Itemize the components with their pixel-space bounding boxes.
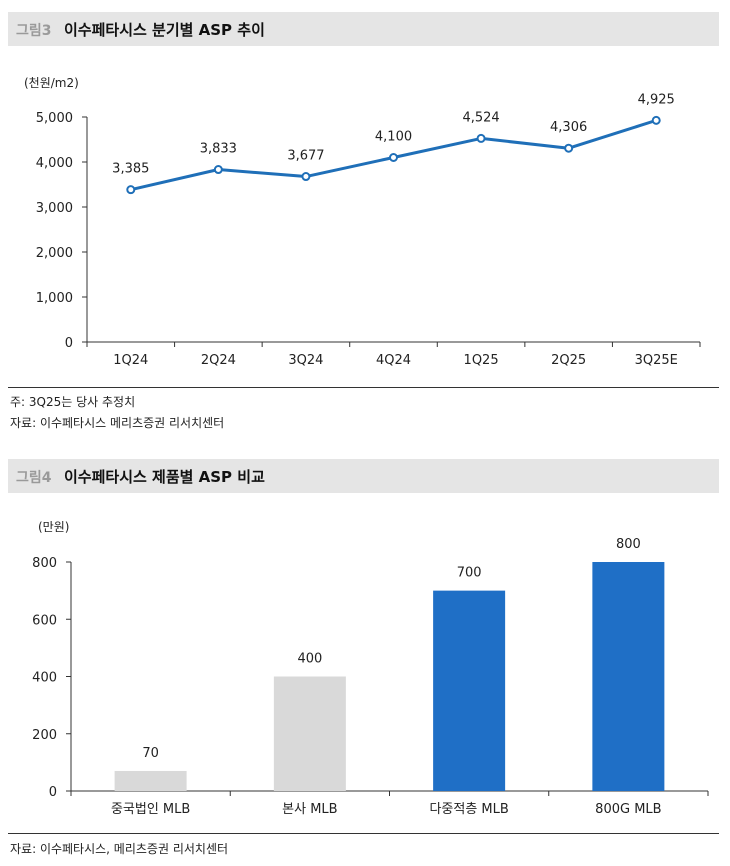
bar-chart-unit-label: (만원)	[38, 520, 69, 534]
quarterly-asp-line-chart: (천원/m2) 0 1,000 2,000 3,000 4,000 5,000 1Q24 2Q…	[24, 75, 701, 368]
bar-chart-value-label: 400	[297, 652, 322, 667]
bar-chart-y-tick-label: 400	[32, 671, 57, 686]
line-chart-x-tick-label: 1Q24	[113, 353, 148, 368]
bar-chart-bar	[114, 770, 187, 791]
line-chart-y-tick-label: 4,000	[36, 156, 73, 171]
figure4-header: 그림4 이수페타시스 제품별 ASP 비교	[8, 459, 719, 493]
line-chart-x-tick-label: 2Q25	[551, 353, 586, 368]
bar-chart-x-tick-label: 본사 MLB	[282, 802, 337, 817]
line-chart-y-tick-label: 3,000	[36, 201, 73, 216]
line-chart-point	[126, 185, 136, 195]
bar-chart-value-labels: 70 400 700 800	[142, 537, 640, 761]
bar-chart-x-tick-label: 다중적층 MLB	[429, 802, 508, 817]
line-chart-value-labels: 3,385 3,833 3,677 4,100 4,524 4,306 4,925	[112, 92, 675, 176]
figure3-title: 이수페타시스 분기별 ASP 추이	[64, 21, 265, 39]
bar-chart-value-label: 70	[142, 746, 159, 761]
figure4-source: 자료: 이수페타시스, 메리츠증권 리서치센터	[10, 842, 229, 856]
bar-chart-x-tick-label: 800G MLB	[595, 802, 661, 817]
line-chart-point	[213, 165, 223, 175]
bar-chart-y-tick-label: 0	[49, 785, 57, 800]
line-chart-value-label: 3,833	[200, 142, 237, 157]
line-chart-x-tick-label: 1Q25	[464, 353, 499, 368]
bar-chart-bars	[114, 562, 665, 791]
line-chart-value-label: 4,524	[462, 110, 499, 125]
line-chart-x-tick-label: 3Q24	[288, 353, 323, 368]
line-chart-point	[389, 153, 398, 162]
line-chart-x-tick-label: 4Q24	[376, 353, 411, 368]
line-chart-axes: 0 1,000 2,000 3,000 4,000 5,000 1Q24 2Q24 3Q24 4Q…	[36, 111, 701, 368]
line-chart-y-tick-label: 5,000	[36, 111, 73, 126]
figure3-number: 그림3	[16, 23, 52, 39]
figure4-number: 그림4	[16, 470, 52, 486]
line-chart-unit-label: (천원/m2)	[24, 75, 79, 90]
figure4-divider	[8, 833, 719, 834]
figure4-title: 이수페타시스 제품별 ASP 비교	[64, 468, 265, 486]
line-chart-x-tick-label: 2Q24	[201, 353, 236, 368]
line-chart-y-tick-label: 1,000	[36, 291, 73, 306]
line-chart-x-tick-label: 3Q25E	[635, 353, 678, 368]
bar-chart-value-label: 700	[457, 566, 482, 581]
line-chart-y-tick-label: 0	[65, 336, 73, 351]
bar-chart-x-tick-label: 중국법인 MLB	[111, 802, 190, 817]
line-chart-value-label: 4,925	[638, 92, 675, 107]
line-chart-points	[126, 115, 661, 195]
line-chart-point	[651, 115, 661, 125]
line-chart-value-label: 3,677	[287, 149, 324, 164]
figure3-note: 주: 3Q25는 당사 추정치	[10, 395, 136, 409]
bar-chart-bar	[433, 590, 506, 791]
line-chart-y-tick-label: 2,000	[36, 246, 73, 261]
bar-chart-y-tick-label: 600	[32, 613, 57, 628]
figure3-header: 그림3 이수페타시스 분기별 ASP 추이	[8, 12, 719, 46]
line-chart-value-label: 3,385	[112, 162, 149, 177]
product-asp-bar-chart: (만원) 0 200 400 600 800 중국법인 MLB 본사 MLB 다중적층 MLB…	[32, 520, 709, 817]
line-chart-point	[301, 172, 311, 182]
figure3-divider	[8, 387, 719, 388]
bar-chart-value-label: 800	[616, 537, 641, 552]
line-chart-point	[476, 133, 486, 143]
figure3-source: 자료: 이수페타시스 메리츠증권 리서치센터	[10, 416, 225, 430]
line-chart-point	[564, 143, 574, 153]
bar-chart-y-tick-label: 800	[32, 556, 57, 571]
line-chart-value-label: 4,306	[550, 120, 587, 135]
bar-chart-bar	[273, 676, 346, 791]
bar-chart-bar	[592, 562, 665, 791]
bar-chart-y-tick-label: 200	[32, 728, 57, 743]
line-chart-value-label: 4,100	[375, 130, 412, 145]
